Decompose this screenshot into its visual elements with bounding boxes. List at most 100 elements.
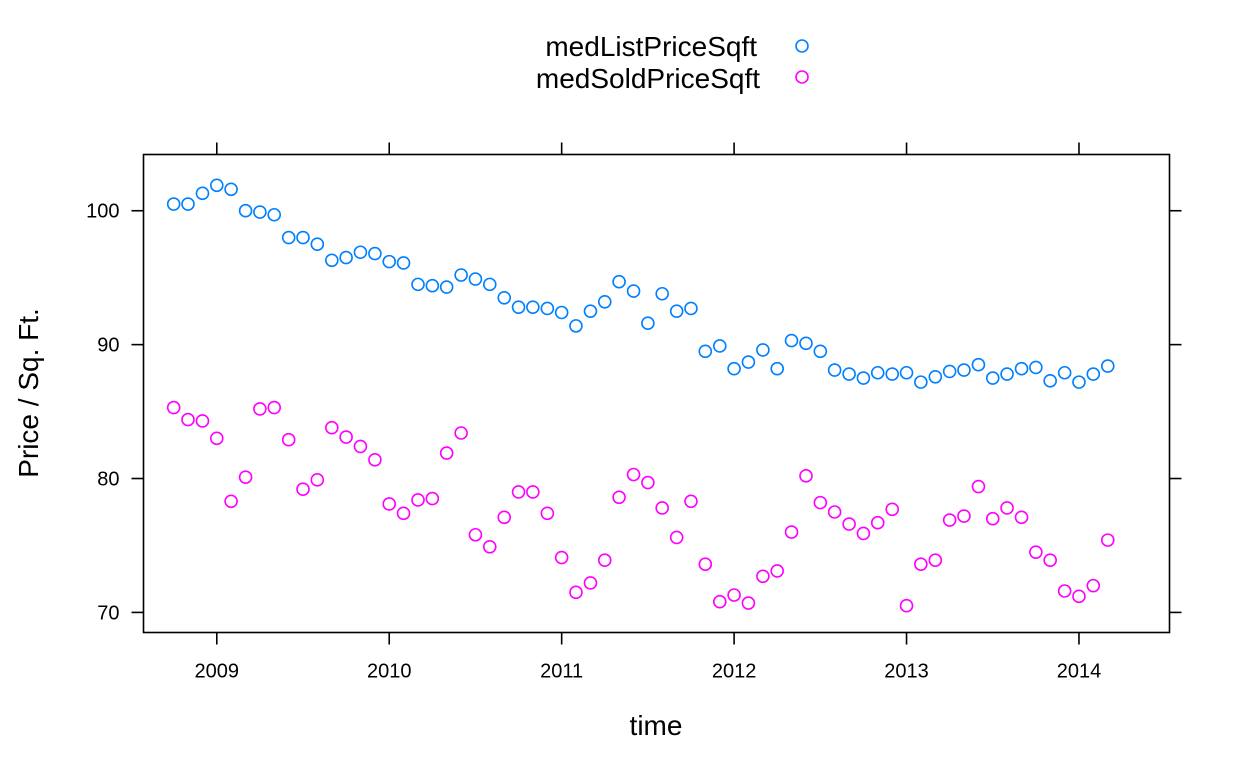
point-med-list-price-sqft [511, 300, 526, 314]
legend-label-med-list-price-sqft: medListPriceSqft [545, 31, 757, 62]
point-med-list-price-sqft [928, 369, 943, 384]
point-med-sold-price-sqft [411, 493, 425, 507]
point-med-sold-price-sqft [540, 506, 555, 521]
point-med-list-price-sqft [957, 363, 971, 377]
point-med-list-price-sqft [698, 344, 713, 359]
point-med-sold-price-sqft [339, 430, 353, 444]
point-med-list-price-sqft [899, 365, 914, 380]
point-med-list-price-sqft [612, 274, 626, 289]
point-med-sold-price-sqft [727, 588, 741, 602]
x-axis-title: time [630, 710, 683, 741]
point-med-list-price-sqft [353, 245, 368, 260]
point-med-sold-price-sqft [741, 596, 756, 610]
point-med-sold-price-sqft [842, 517, 856, 531]
point-med-sold-price-sqft [784, 525, 799, 539]
point-med-list-price-sqft [296, 230, 310, 245]
point-med-list-price-sqft [411, 277, 425, 292]
point-med-list-price-sqft [799, 336, 813, 351]
point-med-sold-price-sqft [597, 553, 612, 567]
point-med-list-price-sqft [655, 286, 669, 301]
point-med-sold-price-sqft [1086, 578, 1101, 593]
point-med-list-price-sqft [1086, 367, 1101, 381]
point-med-list-price-sqft [942, 364, 957, 379]
point-med-list-price-sqft [224, 182, 238, 197]
x-tick-label: 2009 [195, 661, 240, 683]
point-med-list-price-sqft [425, 278, 440, 293]
y-tick-label: 90 [97, 335, 119, 357]
point-med-sold-price-sqft [468, 527, 483, 542]
point-med-sold-price-sqft [770, 564, 785, 578]
point-med-sold-price-sqft [439, 446, 454, 460]
point-med-list-price-sqft [468, 272, 483, 286]
y-tick-label: 100 [86, 201, 119, 223]
point-med-sold-price-sqft [799, 469, 813, 483]
point-med-list-price-sqft [669, 304, 684, 318]
point-med-list-price-sqft [1029, 360, 1043, 375]
point-med-sold-price-sqft [985, 511, 1000, 526]
axis-ticks [131, 142, 1182, 645]
point-med-sold-price-sqft [957, 509, 971, 523]
point-med-sold-price-sqft [1057, 584, 1072, 598]
point-med-sold-price-sqft [425, 491, 440, 506]
axis-tick-labels: 2009 2010 2011 2012 2013 2014 70 80 90 100 [86, 201, 1101, 683]
point-med-list-price-sqft [454, 268, 468, 282]
point-med-list-price-sqft [368, 246, 382, 261]
point-med-list-price-sqft [439, 280, 454, 294]
point-med-list-price-sqft [641, 316, 655, 331]
point-med-list-price-sqft [770, 361, 785, 376]
x-tick-label: 2010 [367, 661, 412, 683]
point-med-sold-price-sqft [928, 553, 943, 567]
point-med-sold-price-sqft [325, 420, 339, 435]
point-med-list-price-sqft [339, 250, 353, 265]
point-med-list-price-sqft [842, 367, 856, 381]
point-med-sold-price-sqft [1043, 553, 1057, 567]
point-med-list-price-sqft [756, 343, 770, 357]
point-med-sold-price-sqft [612, 490, 626, 505]
point-med-list-price-sqft [540, 301, 555, 316]
point-med-list-price-sqft [497, 290, 512, 305]
point-med-list-price-sqft [856, 371, 871, 385]
point-med-sold-price-sqft [1000, 501, 1014, 515]
point-med-sold-price-sqft [195, 414, 210, 428]
point-med-sold-price-sqft [971, 479, 986, 494]
x-tick-label: 2014 [1057, 661, 1102, 683]
point-med-list-price-sqft [741, 355, 756, 369]
point-med-list-price-sqft [209, 178, 224, 193]
point-med-sold-price-sqft [209, 431, 224, 446]
point-med-sold-price-sqft [238, 470, 253, 484]
point-med-sold-price-sqft [641, 475, 655, 490]
point-med-list-price-sqft [1057, 365, 1072, 380]
point-med-sold-price-sqft [669, 530, 684, 545]
point-med-sold-price-sqft [382, 497, 397, 511]
point-med-list-price-sqft [813, 344, 828, 359]
point-med-list-price-sqft [583, 304, 598, 318]
legend: medListPriceSqft medSoldPriceSqft [536, 31, 809, 94]
point-med-sold-price-sqft [281, 432, 296, 447]
point-med-sold-price-sqft [870, 515, 885, 530]
point-med-sold-price-sqft [368, 452, 382, 467]
point-med-sold-price-sqft [899, 598, 914, 613]
point-med-sold-price-sqft [684, 494, 698, 509]
point-med-list-price-sqft [914, 375, 928, 389]
point-med-list-price-sqft [382, 254, 397, 269]
point-med-list-price-sqft [310, 237, 325, 252]
point-med-list-price-sqft [727, 361, 741, 376]
point-med-sold-price-sqft [583, 576, 598, 590]
point-med-list-price-sqft [238, 203, 253, 218]
point-med-sold-price-sqft [626, 467, 641, 482]
point-med-sold-price-sqft [166, 400, 181, 415]
point-med-sold-price-sqft [914, 557, 928, 572]
point-med-list-price-sqft [166, 197, 181, 211]
point-med-sold-price-sqft [224, 494, 238, 509]
legend-marker-med-list-price-sqft [795, 39, 809, 53]
point-med-sold-price-sqft [698, 557, 713, 572]
point-med-sold-price-sqft [253, 402, 267, 416]
point-med-list-price-sqft [569, 319, 583, 333]
point-med-sold-price-sqft [296, 482, 310, 497]
point-med-list-price-sqft [1072, 375, 1086, 389]
point-med-sold-price-sqft [827, 505, 842, 519]
point-med-sold-price-sqft [1014, 510, 1029, 525]
point-med-sold-price-sqft [526, 485, 540, 499]
point-med-sold-price-sqft [511, 485, 526, 499]
legend-label-med-sold-price-sqft: medSoldPriceSqft [536, 63, 760, 94]
